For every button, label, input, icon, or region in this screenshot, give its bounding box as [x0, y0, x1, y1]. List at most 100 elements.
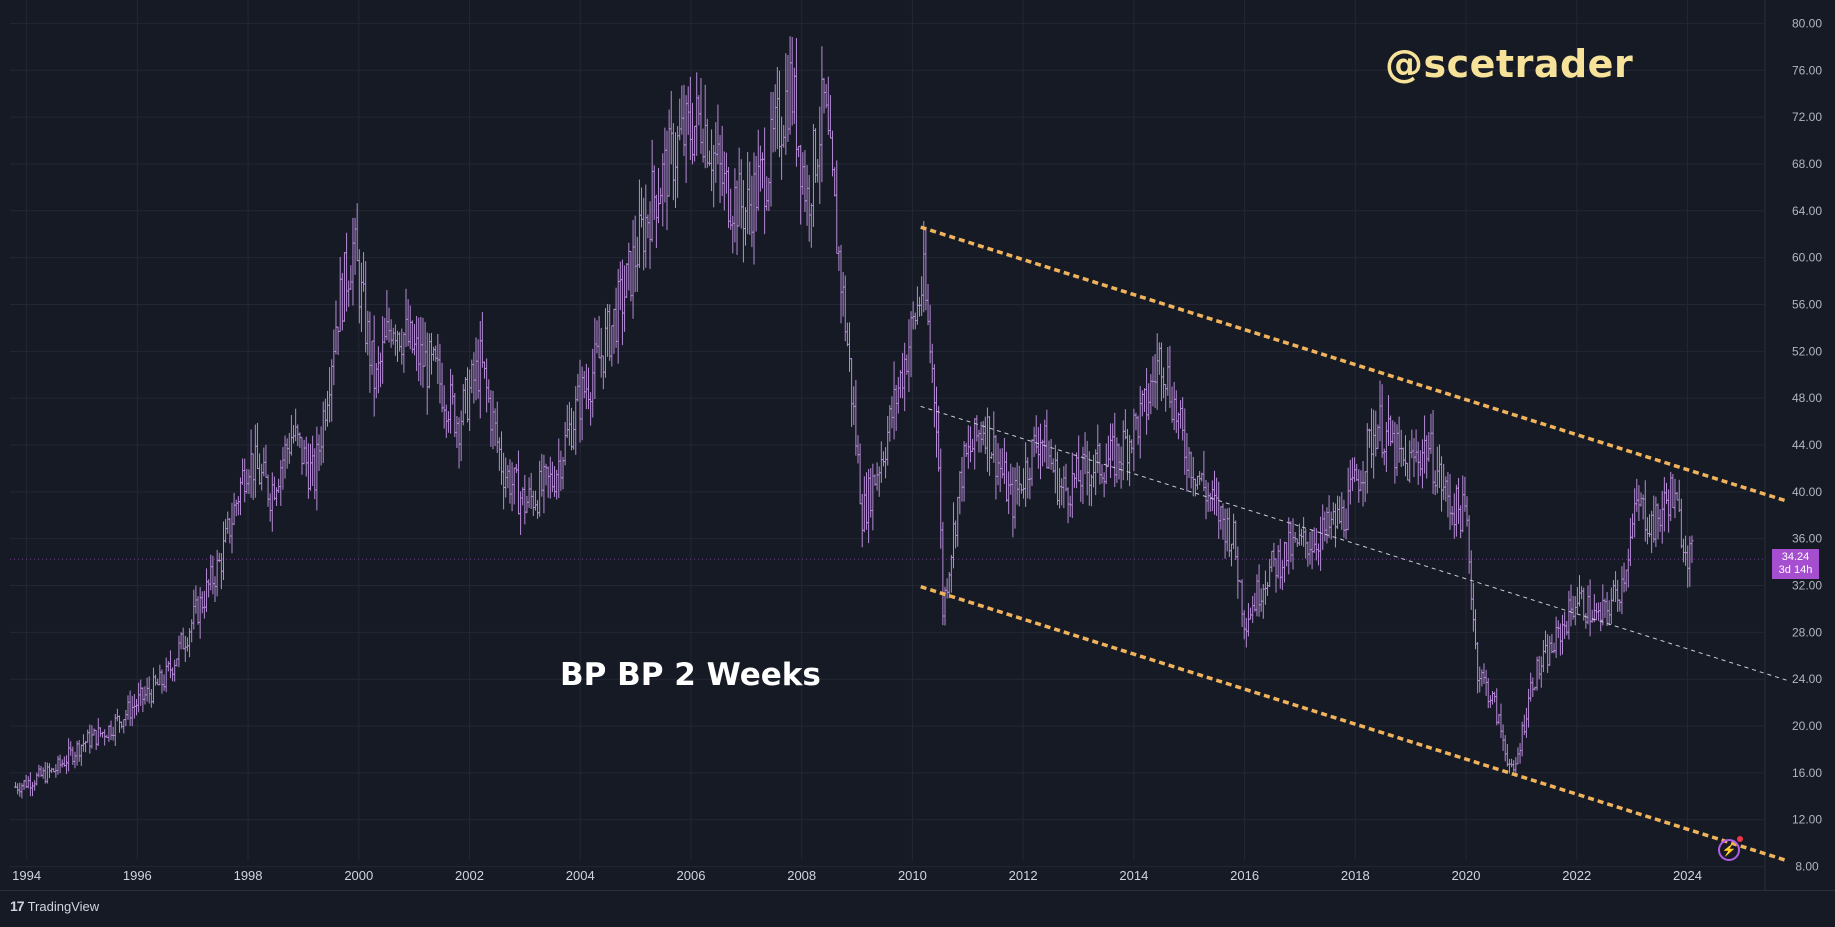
ohlc-bar — [387, 307, 391, 343]
ohlc-bar — [442, 385, 446, 429]
ohlc-bar — [1212, 470, 1216, 515]
ohlc-bar — [1085, 440, 1089, 496]
ohlc-bar — [400, 328, 404, 365]
ohlc-bar — [90, 725, 94, 749]
ohlc-bar — [665, 130, 669, 231]
ohlc-bar — [544, 463, 548, 486]
ohlc-bar — [1316, 543, 1320, 566]
ohlc-bar — [756, 129, 760, 211]
ohlc-bar — [1346, 467, 1350, 531]
ohlc-bar — [325, 390, 329, 427]
ohlc-bar — [1554, 616, 1558, 658]
ohlc-bar — [739, 159, 743, 229]
ohlc-bar — [353, 217, 357, 275]
ohlc-bar — [118, 715, 122, 733]
ohlc-bar — [1089, 474, 1093, 507]
ohlc-bar — [1149, 374, 1153, 415]
ohlc-bar — [1639, 492, 1643, 507]
ohlc-bar — [374, 362, 378, 399]
ohlc-bar — [1425, 435, 1429, 479]
ohlc-bar — [803, 150, 807, 213]
ohlc-bar — [826, 76, 830, 135]
ohlc-bar — [1310, 529, 1314, 570]
y-axis: 80.00 76.00 72.00 68.00 64.00 60.00 56.00 52.00… — [10, 0, 1822, 890]
ohlc-bar — [1671, 474, 1675, 509]
ohlc-bar — [1622, 562, 1626, 593]
ohlc-bar — [196, 596, 200, 625]
ohlc-bar — [724, 152, 728, 194]
ohlc-bar — [841, 272, 845, 317]
ohlc-bar — [1287, 517, 1291, 575]
ohlc-bar — [455, 416, 459, 448]
ohlc-bar — [631, 220, 635, 319]
y-tick-label: 44.00 — [1792, 438, 1822, 452]
ohlc-bar — [412, 323, 416, 356]
ohlc-bar — [574, 385, 578, 455]
ohlc-bar — [415, 315, 419, 372]
ohlc-bar — [898, 370, 902, 398]
ohlc-bar — [599, 327, 603, 378]
ohlc-bar — [710, 129, 714, 192]
ohlc-bar — [1319, 516, 1323, 571]
ohlc-bar — [922, 220, 926, 313]
ohlc-bar — [928, 304, 932, 364]
lightning-icon[interactable]: ⚡ — [1718, 839, 1740, 861]
ohlc-bar — [1081, 446, 1085, 505]
ohlc-bar — [650, 139, 654, 243]
ohlc-bar — [765, 176, 769, 211]
ohlc-bar — [1314, 528, 1318, 561]
ohlc-bar — [69, 741, 73, 756]
ohlc-bar — [529, 473, 533, 510]
ohlc-bar — [1132, 408, 1136, 472]
ohlc-bar — [179, 632, 183, 650]
ohlc-bar — [478, 321, 482, 419]
y-tick-label: 36.00 — [1792, 532, 1822, 546]
ohlc-bar — [1015, 462, 1019, 505]
x-tick-label: 2016 — [1230, 868, 1259, 883]
ohlc-bar — [1323, 511, 1327, 542]
price-chart[interactable]: 80.00 76.00 72.00 68.00 64.00 60.00 56.00 52.00… — [0, 0, 1835, 890]
ohlc-bar — [1527, 688, 1531, 728]
ohlc-bar — [646, 214, 650, 239]
ohlc-bar — [1232, 513, 1236, 550]
ohlc-bar — [1467, 515, 1471, 574]
ohlc-bar — [115, 708, 119, 722]
ohlc-bar — [1062, 466, 1066, 509]
ohlc-bar — [610, 325, 614, 367]
ohlc-bar — [1092, 454, 1096, 488]
ohlc-bar — [835, 160, 839, 254]
ohlc-bar — [260, 463, 264, 491]
ohlc-bar — [858, 443, 862, 505]
ohlc-bar — [1157, 342, 1161, 375]
ohlc-bar — [1544, 630, 1548, 654]
ohlc-bar — [1038, 423, 1042, 480]
ohlc-bar — [1427, 432, 1431, 462]
ohlc-bar — [304, 436, 308, 477]
x-tick-label: 2018 — [1341, 868, 1370, 883]
tradingview-logo-text: TradingView — [27, 898, 100, 914]
ohlc-bar — [385, 290, 389, 341]
ohlc-bar — [777, 70, 781, 158]
tradingview-logo-icon: 17 — [10, 898, 25, 914]
ohlc-bar — [1429, 413, 1433, 454]
ohlc-bar — [1609, 587, 1613, 625]
ohlc-bar — [860, 493, 864, 548]
ohlc-bar — [1563, 611, 1567, 640]
ohlc-bar — [1637, 485, 1641, 521]
tradingview-logo[interactable]: 17 TradingView — [10, 898, 99, 914]
ohlc-bar — [181, 627, 185, 650]
ohlc-bar — [88, 724, 92, 754]
x-tick-label: 2006 — [677, 868, 706, 883]
ohlc-bar — [33, 780, 37, 791]
ohlc-bar — [330, 359, 334, 422]
ohlc-bar — [1342, 499, 1346, 538]
ohlc-bar — [1501, 724, 1505, 751]
ohlc-bar — [625, 263, 629, 299]
ohlc-bar — [1395, 424, 1399, 477]
ohlc-bar — [875, 462, 879, 491]
ohlc-bar — [438, 343, 442, 404]
ohlc-bar — [884, 447, 888, 479]
ohlc-bar — [177, 635, 181, 668]
ohlc-bar — [1393, 421, 1397, 484]
ohlc-bar — [1437, 444, 1441, 488]
